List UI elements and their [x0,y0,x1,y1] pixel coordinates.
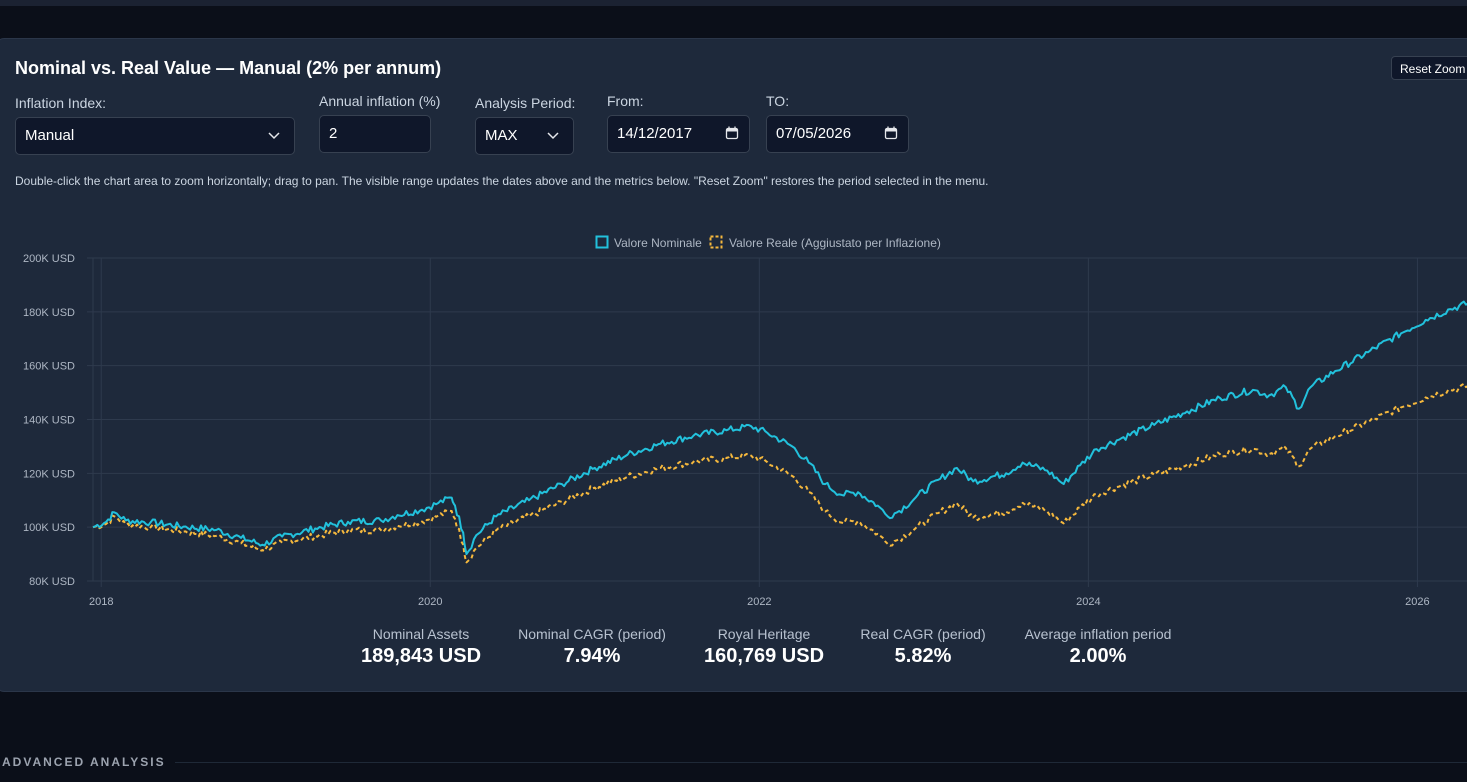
metric-label: Real CAGR (period) [860,626,986,642]
metric-value: 189,843 USD [360,645,482,667]
x-tick-label: 2018 [89,596,113,608]
series-line-nominal [92,300,1467,556]
analysis-period-label: Analysis Period: [475,95,576,111]
to-date-input[interactable]: 07/05/2026 [766,115,909,153]
metric-nominal-assets: Nominal Assets 189,843 USD [342,626,500,668]
legend-label-nominal: Valore Nominale [614,236,702,250]
metric-value: 2.00% [1069,645,1127,667]
to-label: TO: [766,93,790,109]
inflation-index-select[interactable]: Manual [15,117,295,155]
metric-label: Royal Heritage [717,626,811,642]
y-tick-label: 100K USD [23,522,75,534]
legend-swatch-nominal [595,235,609,249]
line-chart[interactable]: Valore Nominale Valore Reale (Aggiustato … [0,39,1467,689]
from-date-value: 14/12/2017 [617,125,693,142]
calendar-icon[interactable] [884,126,898,140]
reset-zoom-button[interactable]: Reset Zoom [1391,56,1467,80]
x-tick-label: 2022 [747,596,771,608]
top-bar [0,0,1467,6]
calendar-icon[interactable] [725,126,739,140]
chevron-down-icon [547,132,559,140]
metric-royal-heritage: Royal Heritage 160,769 USD [686,626,842,668]
metric-average-inflation: Average inflation period 2.00% [1013,626,1183,668]
x-tick-label: 2020 [418,596,442,608]
inflation-index-value: Manual [25,127,75,144]
metric-label: Nominal Assets [372,626,470,642]
y-tick-label: 180K USD [23,307,75,319]
legend-swatch-real [709,235,723,249]
analysis-period-value: MAX [485,127,518,144]
y-tick-label: 120K USD [23,468,75,480]
to-date-value: 07/05/2026 [776,125,852,142]
metric-label: Average inflation period [1024,626,1172,642]
chevron-down-icon [268,132,280,140]
series-line-real [92,382,1467,564]
x-tick-label: 2026 [1405,596,1429,608]
metric-label: Nominal CAGR (period) [518,626,666,642]
annual-inflation-label: Annual inflation (%) [319,93,441,109]
analysis-period-select[interactable]: MAX [475,117,574,155]
y-tick-label: 160K USD [23,361,75,373]
annual-inflation-input[interactable]: 2 [319,115,431,153]
inflation-chart-card: Nominal vs. Real Value — Manual (2% per … [0,38,1467,692]
inflation-index-label: Inflation Index: [15,95,107,111]
legend-label-real: Valore Reale (Aggiustato per Inflazione) [729,236,941,250]
y-tick-label: 200K USD [23,253,75,265]
card-title: Nominal vs. Real Value — Manual (2% per … [15,58,442,78]
from-label: From: [607,93,644,109]
y-tick-label: 80K USD [29,576,75,588]
metric-real-cagr: Real CAGR (period) 5.82% [853,626,993,668]
metric-value: 5.82% [894,645,952,667]
annual-inflation-value: 2 [329,125,338,142]
metric-value: 7.94% [563,645,621,667]
metric-value: 160,769 USD [703,645,825,667]
section-divider [175,762,1467,763]
x-tick-label: 2024 [1076,596,1100,608]
metric-nominal-cagr: Nominal CAGR (period) 7.94% [510,626,674,668]
y-tick-label: 140K USD [23,415,75,427]
section-title: ADVANCED ANALYSIS [2,755,166,769]
from-date-input[interactable]: 14/12/2017 [607,115,750,153]
chart-hint-text: Double-click the chart area to zoom hori… [15,174,989,188]
